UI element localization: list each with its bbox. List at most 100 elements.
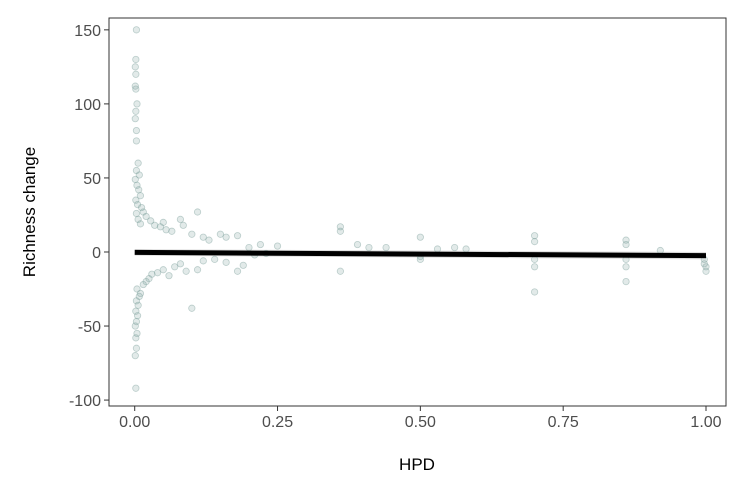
data-point (205, 236, 213, 244)
data-point (131, 63, 139, 71)
data-point (245, 243, 253, 252)
data-point (365, 243, 373, 252)
data-point (132, 334, 140, 342)
y-axis: -100 -50 0 50 100 150 (69, 23, 109, 410)
data-point (136, 192, 145, 200)
data-point (531, 263, 539, 271)
data-point (382, 243, 390, 252)
data-point (179, 221, 187, 229)
data-point (239, 261, 247, 269)
data-point (134, 159, 142, 167)
data-point (159, 266, 167, 274)
data-point (622, 278, 630, 286)
data-point (132, 55, 140, 64)
data-point (256, 240, 264, 249)
data-point (142, 212, 150, 221)
data-point (416, 255, 424, 263)
data-point (702, 267, 710, 275)
data-point (622, 263, 630, 271)
data-point (133, 312, 142, 320)
data-point (182, 267, 190, 275)
data-point (133, 100, 141, 108)
x-axis: 0.00 0.25 0.50 0.75 1.00 (119, 406, 722, 431)
data-point (135, 292, 143, 301)
data-point (168, 227, 176, 235)
data-point (193, 208, 202, 216)
data-point (336, 223, 344, 231)
data-point (233, 232, 242, 240)
data-point (132, 107, 140, 115)
data-point (132, 26, 141, 34)
data-point (622, 240, 630, 249)
data-point (133, 181, 141, 189)
y-axis-title: Richness change (20, 147, 39, 277)
data-point (156, 223, 165, 231)
data-point (135, 171, 143, 179)
data-point (193, 266, 202, 274)
data-point (134, 215, 142, 224)
data-point (132, 317, 141, 326)
data-point (336, 227, 344, 235)
y-tick-label: -50 (78, 319, 101, 336)
data-point (131, 82, 139, 90)
data-point (139, 280, 147, 289)
x-axis-title: HPD (399, 455, 435, 474)
data-point (131, 115, 139, 123)
data-point (132, 307, 140, 315)
data-point (188, 304, 196, 312)
data-point (139, 208, 147, 216)
data-point (462, 245, 470, 253)
data-point (132, 384, 140, 392)
data-point (273, 242, 282, 250)
data-point (132, 85, 140, 93)
data-point (132, 70, 140, 78)
data-point (416, 233, 424, 241)
data-point (165, 272, 173, 280)
data-point (531, 288, 539, 296)
data-point (622, 236, 630, 244)
data-point (336, 267, 344, 275)
x-tick-label: 1.00 (690, 414, 721, 431)
y-tick-label: 50 (83, 171, 101, 188)
data-point (132, 344, 141, 352)
data-point (132, 196, 140, 204)
data-point (222, 258, 230, 266)
data-point (700, 260, 708, 268)
data-point (135, 186, 143, 194)
y-tick-label: 150 (74, 23, 101, 40)
trend-line-layer (134, 249, 707, 259)
data-point (132, 126, 141, 135)
data-point (136, 289, 145, 298)
data-point (137, 203, 146, 212)
plot-panel-border (108, 17, 727, 407)
data-point (433, 245, 442, 253)
data-point (132, 209, 141, 218)
data-point (133, 285, 141, 293)
data-point (162, 226, 170, 234)
data-point (702, 263, 710, 271)
data-point (133, 329, 141, 338)
data-point (176, 215, 185, 224)
data-point (132, 137, 141, 145)
data-point (656, 246, 664, 255)
data-point (133, 200, 142, 209)
trend-line (134, 249, 707, 259)
data-point (216, 230, 225, 238)
data-point (159, 218, 167, 226)
x-tick-label: 0.00 (119, 414, 150, 431)
data-point (136, 220, 145, 228)
data-point (132, 166, 141, 175)
data-point (148, 270, 156, 278)
data-point (451, 243, 459, 252)
data-point (134, 301, 142, 309)
data-point (151, 221, 159, 229)
data-point (131, 175, 139, 184)
data-point (132, 297, 141, 305)
data-point (131, 322, 139, 330)
data-point (531, 238, 539, 246)
y-tick-label: 100 (74, 97, 101, 114)
data-point (531, 232, 539, 240)
data-point (199, 257, 207, 265)
